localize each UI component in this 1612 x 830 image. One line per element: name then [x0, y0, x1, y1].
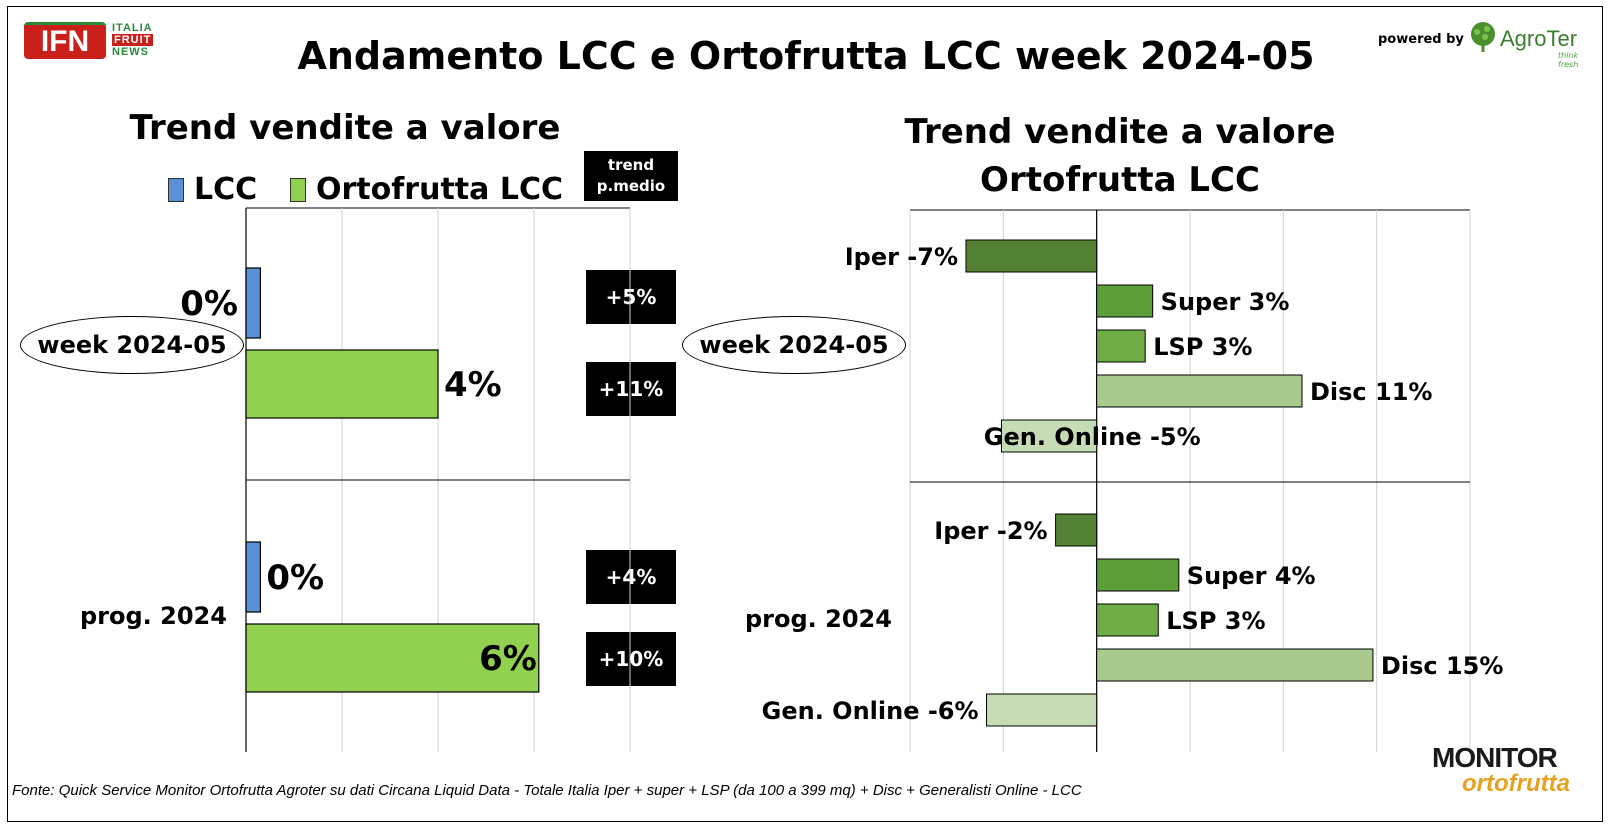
- legend-label-ortofrutta: Ortofrutta LCC: [316, 172, 563, 207]
- agroter-logo: AgroTer think fresh: [1466, 20, 1596, 69]
- trend-box-prog-ortofrutta: +10%: [586, 632, 676, 686]
- legend-ortofrutta: Ortofrutta LCC: [290, 172, 563, 207]
- data-label-gen-online-1: Gen. Online -6%: [762, 697, 979, 725]
- monitor-ortofrutta-logo: MONITOR ortofrutta: [1432, 740, 1592, 797]
- ifn-logo: IFN ITALIA FRUIT NEWS: [24, 22, 164, 62]
- trend-box-week-lcc: +5%: [586, 270, 676, 324]
- data-label-lsp-1: LSP 3%: [1166, 607, 1265, 635]
- trend-header-line-2: p.medio: [596, 177, 666, 195]
- data-label-lcc-0: 0%: [180, 284, 238, 324]
- legend-label-lcc: LCC: [194, 172, 258, 207]
- bar-gen-online-0: [1000, 419, 1098, 453]
- bar-iper-0: [965, 239, 1098, 273]
- right-chart-title-line-1: Trend vendite a valore: [904, 112, 1336, 152]
- legend-swatch-ortofrutta: [290, 177, 306, 202]
- bar-lcc-0: [245, 267, 261, 339]
- left-category-prog: prog. 2024: [80, 602, 227, 630]
- data-label-iper-0: Iper -7%: [845, 243, 958, 271]
- bar-ortofrutta-0: [245, 349, 439, 419]
- trend-box-prog-lcc: +4%: [586, 550, 676, 604]
- data-label-iper-1: Iper -2%: [934, 517, 1047, 545]
- data-label-super-0: Super 3%: [1161, 288, 1290, 316]
- data-label-gen-online-0: Gen. Online -5%: [984, 423, 1201, 451]
- right-chart-title-line-2: Ortofrutta LCC: [980, 160, 1260, 200]
- tree-icon: [1471, 22, 1495, 52]
- data-label-lcc-1: 0%: [266, 558, 324, 598]
- left-category-week: week 2024-05: [20, 316, 244, 374]
- ifn-line-2: FRUIT: [112, 34, 154, 46]
- right-chart-title: Trend vendite a valore Ortofrutta LCC: [880, 108, 1360, 204]
- bar-lcc-1: [245, 541, 261, 613]
- bar-super-1: [1096, 558, 1180, 592]
- trend-header-line-1: trend: [607, 156, 655, 174]
- source-note: Fonte: Quick Service Monitor Ortofrutta …: [12, 782, 1082, 799]
- data-label-super-1: Super 4%: [1187, 562, 1316, 590]
- bar-disc-0: [1096, 374, 1303, 408]
- ifn-logo-mark: IFN: [24, 22, 106, 59]
- trend-header-box: trend p.medio: [584, 151, 678, 201]
- bar-gen-online-1: [986, 693, 1098, 727]
- data-label-disc-0: Disc 11%: [1310, 378, 1432, 406]
- bar-lsp-0: [1096, 329, 1146, 363]
- bar-lsp-1: [1096, 603, 1159, 637]
- data-label-disc-1: Disc 15%: [1381, 652, 1503, 680]
- ifn-line-3: NEWS: [112, 46, 149, 58]
- monitor-sub: ortofrutta: [1462, 770, 1570, 797]
- right-category-week: week 2024-05: [682, 316, 906, 374]
- chart-frame: [7, 6, 1603, 822]
- page-title: Andamento LCC e Ortofrutta LCC week 2024…: [297, 34, 1315, 78]
- trend-box-week-ortofrutta: +11%: [586, 362, 676, 416]
- bar-ortofrutta-1: [245, 623, 540, 693]
- agroter-name: AgroTer: [1500, 26, 1578, 51]
- powered-by-label: powered by: [1378, 32, 1464, 47]
- bar-super-0: [1096, 284, 1154, 318]
- bar-iper-1: [1055, 513, 1098, 547]
- ifn-logo-text: ITALIA FRUIT NEWS: [112, 22, 154, 58]
- ifn-line-1: ITALIA: [112, 22, 153, 34]
- monitor-word: MONITOR: [1432, 742, 1558, 773]
- legend-lcc: LCC: [168, 172, 257, 207]
- bar-disc-1: [1096, 648, 1374, 682]
- data-label-ortofrutta-1: 6%: [479, 639, 537, 679]
- legend-swatch-lcc: [168, 177, 184, 202]
- left-chart-title: Trend vendite a valore: [129, 108, 561, 148]
- right-category-prog: prog. 2024: [745, 605, 892, 633]
- agroter-tagline: think fresh: [1558, 51, 1579, 69]
- data-label-ortofrutta-0: 4%: [444, 365, 502, 405]
- data-label-lsp-0: LSP 3%: [1153, 333, 1252, 361]
